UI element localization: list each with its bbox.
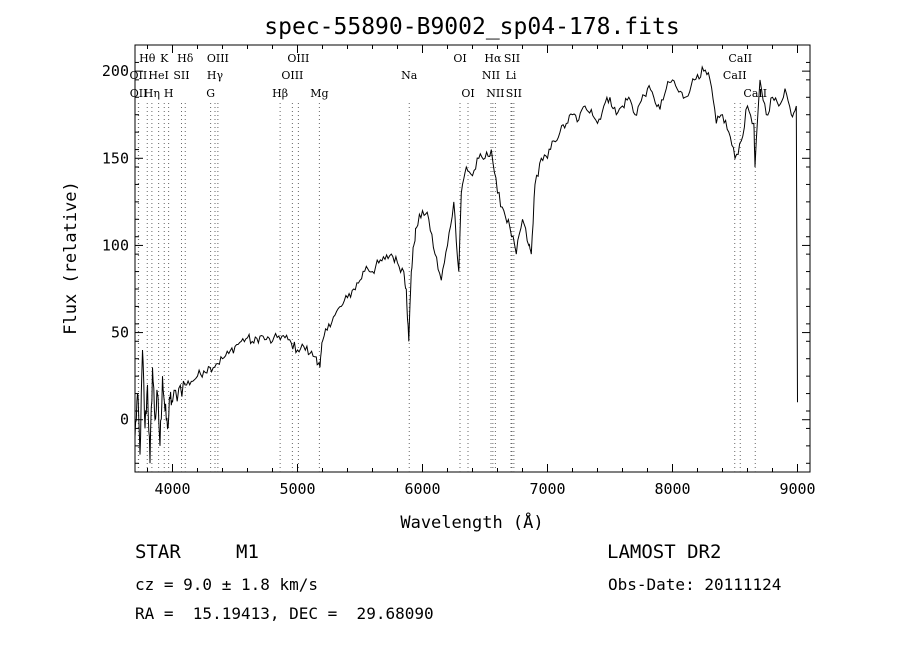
x-axis-ticks: 4000 5000 6000 7000 8000 9000 [147, 45, 816, 498]
redshift-cz: cz = 9.0 ± 1.8 km/s [135, 575, 319, 594]
y-tick-label: 50 [111, 324, 129, 342]
coordinates: RA = 15.19413, DEC = 29.68090 [135, 604, 434, 623]
spectral-line-label: Hη [144, 87, 160, 100]
spectral-line-label: OIII [207, 52, 229, 65]
spectral-line-label: SII [504, 52, 520, 65]
spectral-line-label: SII [506, 87, 522, 100]
survey-name: LAMOST DR2 [607, 541, 722, 563]
spectral-line-label: HeI [148, 69, 168, 82]
y-axis-label: Flux (relative) [61, 181, 81, 335]
spectral-line-label: Na [401, 69, 418, 82]
obs-date: Obs-Date: 20111124 [608, 575, 782, 594]
spectral-line-label: Li [506, 69, 517, 82]
spectral-line-label: CaII [723, 69, 747, 82]
spectral-line-markers [137, 103, 756, 472]
x-tick-label: 5000 [279, 480, 315, 498]
spectral-line-label: OI [453, 52, 466, 65]
x-tick-label: 4000 [154, 480, 190, 498]
spectral-line-label: OIII [287, 52, 309, 65]
x-tick-label: 6000 [404, 480, 440, 498]
y-tick-label: 100 [102, 236, 129, 254]
y-tick-label: 0 [120, 411, 129, 429]
x-tick-label: 7000 [529, 480, 565, 498]
object-subclass: M1 [236, 541, 259, 563]
y-tick-label: 200 [102, 62, 129, 80]
spectral-line-label: SII [173, 69, 189, 82]
spectral-line-label: Hγ [207, 69, 224, 82]
spectral-line-labels: Hθ OII OII K Hη HeI H SII Hδ OIII Hγ G Hβ OIII OIII Mg N… [130, 52, 768, 100]
spectral-line-label: Hδ [177, 52, 194, 65]
spectral-line-label: OIII [281, 69, 303, 82]
spectral-line-label: OI [461, 87, 474, 100]
flux-series-line [134, 65, 798, 464]
spectral-line-label: K [160, 52, 169, 65]
spectral-line-label: Hβ [272, 87, 288, 100]
series-group [134, 65, 798, 464]
chart-title: spec-55890-B9002_sp04-178.fits [264, 14, 679, 40]
spectral-line-label: H [164, 87, 174, 100]
spectral-line-label: OII [130, 87, 148, 100]
spectral-line-label: Hθ [139, 52, 156, 65]
spectral-line-label: OII [130, 69, 148, 82]
spectral-line-label: CaII [728, 52, 752, 65]
x-axis-label: Wavelength (Å) [400, 511, 543, 533]
spectral-line-label: Mg [310, 87, 328, 100]
plot-frame [134, 44, 811, 473]
spectral-line-label: NII [482, 69, 500, 82]
spectral-line-label: NII [486, 87, 504, 100]
x-tick-label: 9000 [779, 480, 815, 498]
object-class: STAR [135, 541, 181, 563]
y-tick-label: 150 [102, 149, 129, 167]
spectral-line-label: CaII [743, 87, 767, 100]
y-axis-ticks: 0 50 100 150 200 [102, 61, 810, 464]
x-tick-label: 8000 [654, 480, 690, 498]
spectral-line-label: G [206, 87, 215, 100]
spectral-line-label: Hα [484, 52, 502, 65]
